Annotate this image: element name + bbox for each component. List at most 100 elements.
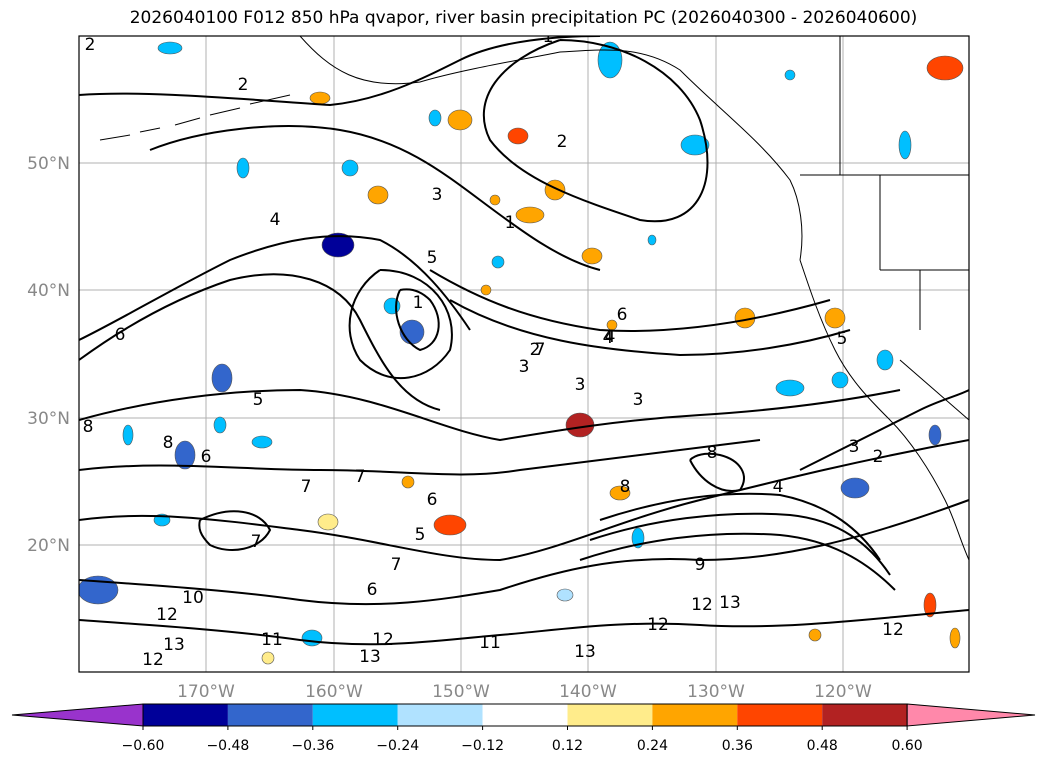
contour-label: 12 (372, 630, 394, 650)
map-frame (78, 35, 970, 673)
colorbar-tick-label: −0.36 (291, 738, 334, 754)
anomaly-patch (515, 206, 545, 224)
anomaly-patch (808, 628, 822, 642)
anomaly-patch (680, 134, 710, 156)
colorbar-tick-label: 0.12 (552, 738, 583, 754)
longitude-labels: 170°W 160°W 150°W 140°W 130°W 120°W (177, 682, 872, 702)
contour-label: 7 (251, 532, 262, 552)
anomaly-patch (367, 185, 389, 205)
contour-label: 8 (83, 417, 94, 437)
contour-label: 3 (633, 390, 644, 410)
contour-label: 12 (647, 615, 669, 635)
contour-label: 11 (261, 630, 283, 650)
contour-label: 2 (873, 447, 884, 467)
west-coast (799, 259, 969, 561)
anomaly-patch (609, 485, 631, 501)
contour-label: 7 (391, 555, 402, 575)
contour-label: 5 (837, 329, 848, 349)
colorbar-bin (737, 704, 823, 726)
contour-label: 13 (574, 642, 596, 662)
contour-label: 6 (427, 490, 438, 510)
anomaly-patch (507, 127, 529, 145)
lat-label: 40°N (27, 281, 70, 301)
anomaly-patch (428, 109, 442, 127)
anomaly-patch (824, 307, 846, 329)
colorbar-tick-label: −0.60 (122, 738, 165, 754)
contour-label: 3 (849, 437, 860, 457)
alaska-coast (299, 36, 803, 261)
anomaly-patch (383, 297, 401, 315)
anomaly-patch (556, 588, 574, 602)
contour-label: 13 (163, 635, 185, 655)
colorbar-tick-label: 0.36 (722, 738, 753, 754)
latitude-labels: 50°N 40°N 30°N 20°N (27, 154, 70, 556)
colorbar-tick-label: 0.60 (892, 738, 923, 754)
qvapor-contours (79, 36, 969, 646)
anomaly-patch (321, 232, 355, 258)
contour-label: 6 (617, 305, 628, 325)
contour-label: 12 (691, 595, 713, 615)
contour-label: 9 (695, 555, 706, 575)
colorbar-bin (227, 704, 313, 726)
contour-label: 6 (367, 580, 378, 600)
contour-label: 3 (432, 185, 443, 205)
colorbar-tick-label: −0.48 (206, 738, 249, 754)
colorbar-tick-label: −0.12 (461, 738, 504, 754)
contour-label: 7 (301, 477, 312, 497)
anomaly-patch (544, 179, 566, 201)
colorbar-bin (652, 704, 738, 726)
anomaly-patch (597, 41, 623, 79)
colorbar-tick-label: 0.24 (637, 738, 668, 754)
colorbar-labels: −0.60 −0.48 −0.36 −0.24 −0.12 0.12 0.24 0.36 0.4… (122, 726, 923, 754)
contour-label: 2 (557, 132, 568, 152)
contour-label: 12 (156, 605, 178, 625)
contour-label: 4 (603, 328, 614, 348)
anomaly-patch (261, 651, 275, 665)
anomaly-patch (647, 234, 657, 246)
contour-label: 10 (182, 588, 204, 608)
contour-label: 5 (415, 525, 426, 545)
contour-label: 2 (530, 340, 541, 360)
anomaly-patch (433, 514, 467, 536)
anomaly-patch (251, 435, 273, 449)
anomaly-patch (211, 363, 233, 393)
contour-label: 4 (773, 477, 784, 497)
anomaly-patch (876, 349, 894, 371)
colorbar-bin (312, 704, 398, 726)
colorbar-tick-label: 0.48 (807, 738, 838, 754)
colorbar-extend-high (906, 703, 1036, 727)
contour-label: 3 (519, 357, 530, 377)
contour-label: 13 (719, 593, 741, 613)
anomaly-patch (122, 424, 134, 446)
lon-label: 170°W (177, 682, 235, 702)
lat-label: 50°N (27, 154, 70, 174)
contour-label: 1 (505, 213, 516, 233)
colorbar-extend-low (11, 703, 144, 727)
contour-label: 4 (605, 327, 616, 347)
contour-label: 13 (359, 647, 381, 667)
anomaly-patch (928, 424, 942, 446)
anomaly-patch (831, 371, 849, 389)
lon-label: 120°W (814, 682, 872, 702)
anomaly-patch (317, 513, 339, 531)
contour-label: 8 (163, 433, 174, 453)
colorbar-bin (567, 704, 653, 726)
colorbar (11, 703, 1036, 727)
colorbar-frame (142, 703, 908, 727)
anomaly-patch (399, 319, 425, 345)
colorbar-bin (143, 704, 228, 726)
anomaly-patch (341, 159, 359, 177)
lon-label: 140°W (559, 682, 617, 702)
contour-label: 12 (882, 620, 904, 640)
colorbar-bin (397, 704, 483, 726)
contour-label: 6 (201, 447, 212, 467)
lat-label: 30°N (27, 409, 70, 429)
anomaly-patch (926, 55, 964, 81)
colorbar-tick-label: −0.24 (376, 738, 419, 754)
contour-label: 3 (575, 375, 586, 395)
inland-borders (839, 36, 969, 421)
anomaly-patch (213, 416, 227, 434)
